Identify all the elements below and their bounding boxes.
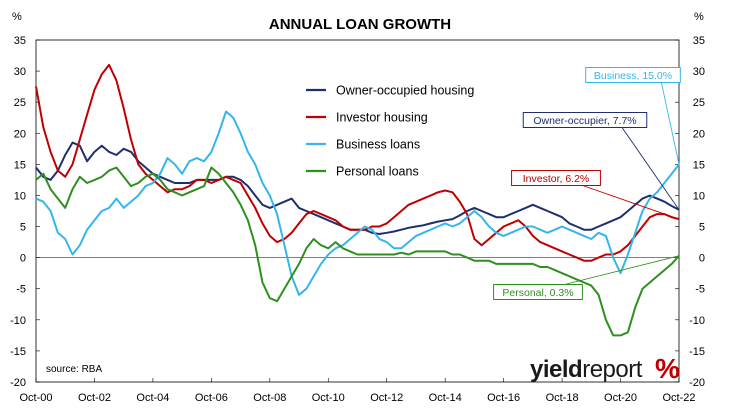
y-tick-label-right: -5 [695,284,705,296]
brand-name-report: report [582,356,643,383]
series-line-1 [35,63,680,262]
x-tick-label: Oct-16 [487,392,520,404]
legend-label-1: Investor housing [336,111,428,125]
x-tick-label: Oct-12 [370,392,403,404]
y-tick-label-right: 35 [693,35,705,47]
brand-logo: yieldreport % [530,353,680,384]
y-tick-label-left: 5 [20,222,26,234]
y-tick-label-right: 30 [693,66,705,78]
x-tick-label: Oct-08 [253,392,286,404]
x-tick-label: Oct-00 [19,392,52,404]
callout-leader-3 [564,255,680,285]
y-tick-label-right: 20 [693,128,705,140]
callout-label-3: Personal, 0.3% [502,287,573,299]
y-tick-label-right: -20 [689,377,705,389]
y-tick-label-right: 15 [693,159,705,171]
x-tick-label: Oct-04 [136,392,169,404]
callout-box-2 [585,67,681,83]
y-tick-label-right: 0 [699,253,705,265]
callout-leader-1 [582,185,680,220]
y-tick-label-left: -20 [10,377,26,389]
y-tick-label-left: 35 [14,35,26,47]
x-tick-label: Oct-20 [604,392,637,404]
y-tick-label-left: 25 [14,97,26,109]
y-tick-label-right: 25 [693,97,705,109]
y-tick-label-left: 20 [14,128,26,140]
x-tick-label: Oct-02 [78,392,111,404]
svg-text:yieldreport: yieldreport [530,356,643,383]
callout-box-3 [493,284,583,300]
chart-title: ANNUAL LOAN GROWTH [269,16,451,33]
y-tick-label-right: 5 [699,222,705,234]
y-tick-label-right: 10 [693,190,705,202]
y-tick-label-left: -10 [10,315,26,327]
y-tick-label-right: -10 [689,315,705,327]
callout-leader-2 [660,82,680,165]
callout-box-0 [522,112,648,128]
plot-area-frame [35,39,680,383]
x-tick-label: Oct-06 [195,392,228,404]
legend-label-2: Business loans [336,138,420,152]
y-unit-right: % [694,11,704,23]
y-tick-label-left: 10 [14,190,26,202]
series-line-3 [35,166,680,337]
callout-label-0: Owner-occupier, 7.7% [533,115,636,127]
y-tick-label-left: 30 [14,66,26,78]
series-line-2 [35,110,680,296]
callout-label-1: Investor, 6.2% [523,173,590,185]
x-tick-label: Oct-18 [546,392,579,404]
legend-label-3: Personal loans [336,165,419,179]
y-unit-left: % [12,11,22,23]
y-tick-label-right: -15 [689,346,705,358]
legend-label-0: Owner-occupied housing [336,84,474,98]
brand-percent-symbol: % [655,353,680,384]
x-tick-label: Oct-10 [312,392,345,404]
callout-leader-0 [621,127,680,211]
y-tick-label-left: 15 [14,159,26,171]
y-tick-label-left: -5 [16,284,26,296]
source-note: source: RBA [46,364,102,375]
callout-label-2: Business, 15.0% [594,70,672,82]
y-tick-label-left: -15 [10,346,26,358]
x-tick-label: Oct-22 [662,392,695,404]
callout-box-1 [511,170,601,186]
brand-name-yield: yield [530,356,582,383]
y-tick-label-left: 0 [20,253,26,265]
series-line-0 [35,141,680,235]
x-tick-label: Oct-14 [429,392,462,404]
